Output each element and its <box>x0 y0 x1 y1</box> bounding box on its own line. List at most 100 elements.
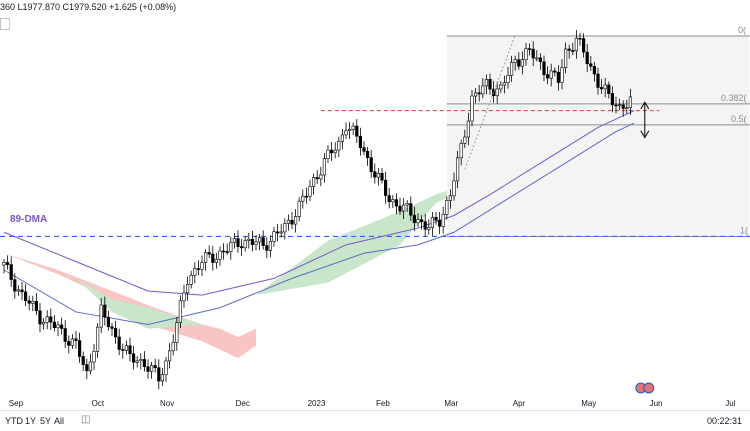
candle-body <box>275 231 280 234</box>
candle-body <box>236 238 240 247</box>
candle-body <box>484 79 489 87</box>
candle-body <box>114 328 118 338</box>
candle-body <box>524 48 528 60</box>
range-5y-button[interactable]: 5Y <box>40 416 52 426</box>
dma-89-line <box>3 110 635 296</box>
range-1y-button[interactable]: 1Y <box>25 416 37 426</box>
fibonacci-retracement[interactable] <box>0 35 750 238</box>
candle-body <box>585 51 589 65</box>
candle-body <box>257 237 262 243</box>
candle-body <box>128 345 132 355</box>
candle-body <box>373 171 377 178</box>
candle-body <box>509 62 514 76</box>
candle-body <box>466 120 471 138</box>
candle-body <box>315 177 319 180</box>
candle-body <box>207 252 211 255</box>
candle-body <box>405 203 409 206</box>
candle-body <box>347 128 352 131</box>
candle-body <box>506 75 510 83</box>
candle-body <box>383 179 388 196</box>
candle-body <box>488 79 492 90</box>
candle-body <box>362 147 366 152</box>
candle-body <box>416 219 420 224</box>
candle-body <box>625 107 629 110</box>
candle-body <box>355 125 359 137</box>
candle-body <box>56 324 60 329</box>
candle-body <box>333 149 337 154</box>
arrow-head-down <box>640 130 650 139</box>
fib-label-0: 0( <box>738 25 746 35</box>
candle-body <box>337 141 341 151</box>
candle-body <box>448 195 453 201</box>
candle-body <box>153 365 157 368</box>
candle-body <box>229 241 233 252</box>
candle-body <box>106 316 110 328</box>
candle-body <box>351 125 355 130</box>
x-tick-label: Apr <box>513 399 526 408</box>
candle-body <box>423 221 427 230</box>
candle-body <box>135 360 139 363</box>
candle-body <box>617 104 622 107</box>
range-all-button[interactable]: All <box>54 416 65 426</box>
fib-label-0382: 0.382( <box>721 93 747 103</box>
candle-body <box>322 158 327 176</box>
range-ytd-button[interactable]: YTD <box>5 416 23 426</box>
candle-body <box>34 301 38 312</box>
candle-body <box>301 195 305 202</box>
date-range-icon[interactable]: ◫ <box>81 414 91 425</box>
candle-body <box>225 251 229 253</box>
candle-body <box>186 284 190 294</box>
candle-body <box>193 268 197 276</box>
candle-body <box>222 250 226 253</box>
x-tick-label: Dec <box>236 399 250 408</box>
candle-body <box>614 104 618 107</box>
candle-body <box>290 219 294 225</box>
candle-body <box>401 204 406 212</box>
candle-body <box>542 61 546 75</box>
candle-body <box>398 205 402 212</box>
bottom-toolbar: YTD 1Y 5Y All ◫ 00:22:31 <box>0 410 750 431</box>
collapse-legend-button[interactable] <box>0 18 10 30</box>
candle-body <box>621 104 625 109</box>
candle-body <box>178 300 183 323</box>
candle-body <box>250 238 255 245</box>
candle-body <box>124 345 128 351</box>
fib-background <box>446 36 750 237</box>
candle-body <box>132 353 136 363</box>
candle-body <box>110 326 114 329</box>
candle-body <box>304 195 309 198</box>
candle-body <box>157 367 161 382</box>
candle-body <box>311 177 316 187</box>
candle-body <box>96 326 100 352</box>
candle-body <box>218 250 222 260</box>
candle-body <box>74 338 78 341</box>
x-tick-label: May <box>581 399 596 408</box>
candle-body <box>571 50 575 52</box>
candle-body <box>369 157 373 172</box>
candle-body <box>27 300 31 304</box>
candle-body <box>520 59 524 67</box>
candle-body <box>121 349 125 351</box>
candle-body <box>70 338 74 346</box>
candle-body <box>581 38 586 53</box>
candle-body <box>160 374 165 382</box>
x-tick-label: Sep <box>9 399 24 408</box>
candle-body <box>92 351 96 363</box>
fib-label-05: 0.5( <box>731 114 747 124</box>
candle-body <box>394 199 399 207</box>
candle-body <box>13 279 17 292</box>
candle-body <box>502 82 507 86</box>
candle-body <box>481 85 485 95</box>
candle-body <box>247 238 251 241</box>
candle-body <box>6 262 10 265</box>
candle-body <box>204 252 208 263</box>
annotations: 89-DMA 0(0.382(0.5(1(Sep Oct Nov Dec 2023 Feb M… <box>9 25 748 408</box>
x-tick-label: Mar <box>444 399 458 408</box>
candle-body <box>103 304 107 318</box>
price-chart[interactable]: 89-DMA 0(0.382(0.5(1(Sep Oct Nov Dec 2023 Feb M… <box>0 0 750 410</box>
candle-body <box>41 322 46 325</box>
candle-body <box>265 245 269 251</box>
candle-body <box>326 149 330 159</box>
candle-body <box>293 216 298 225</box>
candle-body <box>589 63 593 67</box>
